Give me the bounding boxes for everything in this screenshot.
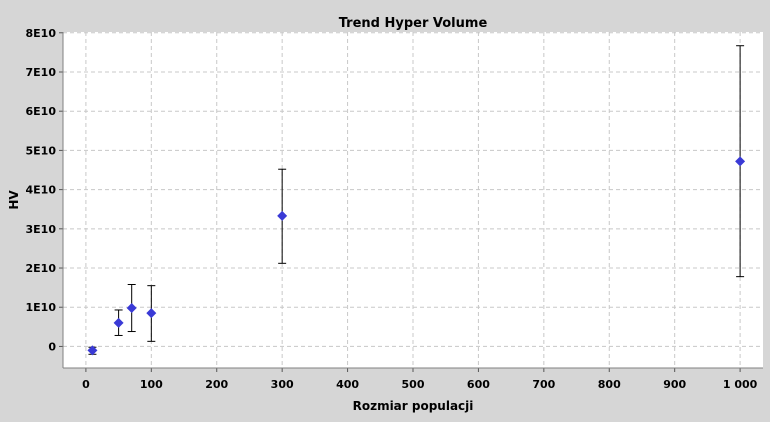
x-tick-label: 100 bbox=[140, 378, 163, 391]
chart-title: Trend Hyper Volume bbox=[339, 16, 488, 31]
x-tick-label: 600 bbox=[467, 378, 490, 391]
data-point bbox=[277, 210, 288, 221]
y-tick-label: 5E10 bbox=[26, 144, 57, 157]
x-tick-label: 800 bbox=[598, 378, 621, 391]
y-tick-label: 8E10 bbox=[26, 27, 57, 40]
x-tick-label: 1 000 bbox=[723, 378, 758, 391]
axes bbox=[59, 32, 763, 372]
data-point bbox=[126, 303, 137, 314]
x-tick-label: 400 bbox=[336, 378, 359, 391]
data-point-group bbox=[146, 285, 157, 342]
data-point bbox=[735, 156, 746, 167]
x-tick-label: 900 bbox=[663, 378, 686, 391]
data-point-group bbox=[277, 168, 288, 264]
x-tick-label: 300 bbox=[271, 378, 294, 391]
data-point-group bbox=[126, 283, 137, 333]
y-tick-label: 2E10 bbox=[26, 262, 57, 275]
y-tick-label: 1E10 bbox=[26, 301, 57, 314]
y-tick-label: 7E10 bbox=[26, 66, 57, 79]
data-point bbox=[146, 308, 157, 319]
tick-labels: 0 100 200 300 400 500 600 700 800 900 1 000 0 1E10 2E… bbox=[26, 27, 758, 391]
data-point bbox=[113, 317, 124, 328]
x-tick-label: 500 bbox=[402, 378, 425, 391]
y-tick-label: 0 bbox=[48, 340, 56, 353]
y-tick-label: 6E10 bbox=[26, 105, 57, 118]
series-points bbox=[87, 45, 746, 356]
x-axis-label: Rozmiar populacji bbox=[353, 399, 474, 413]
data-point-group bbox=[735, 45, 746, 278]
y-tick-label: 3E10 bbox=[26, 223, 57, 236]
y-axis-label: HV bbox=[7, 190, 21, 210]
x-tick-label: 700 bbox=[532, 378, 555, 391]
y-tick-label: 4E10 bbox=[26, 184, 57, 197]
x-tick-label: 0 bbox=[82, 378, 90, 391]
data-point-group bbox=[113, 309, 124, 336]
x-tick-label: 200 bbox=[205, 378, 228, 391]
data-point bbox=[87, 345, 98, 356]
data-point-group bbox=[87, 345, 98, 356]
